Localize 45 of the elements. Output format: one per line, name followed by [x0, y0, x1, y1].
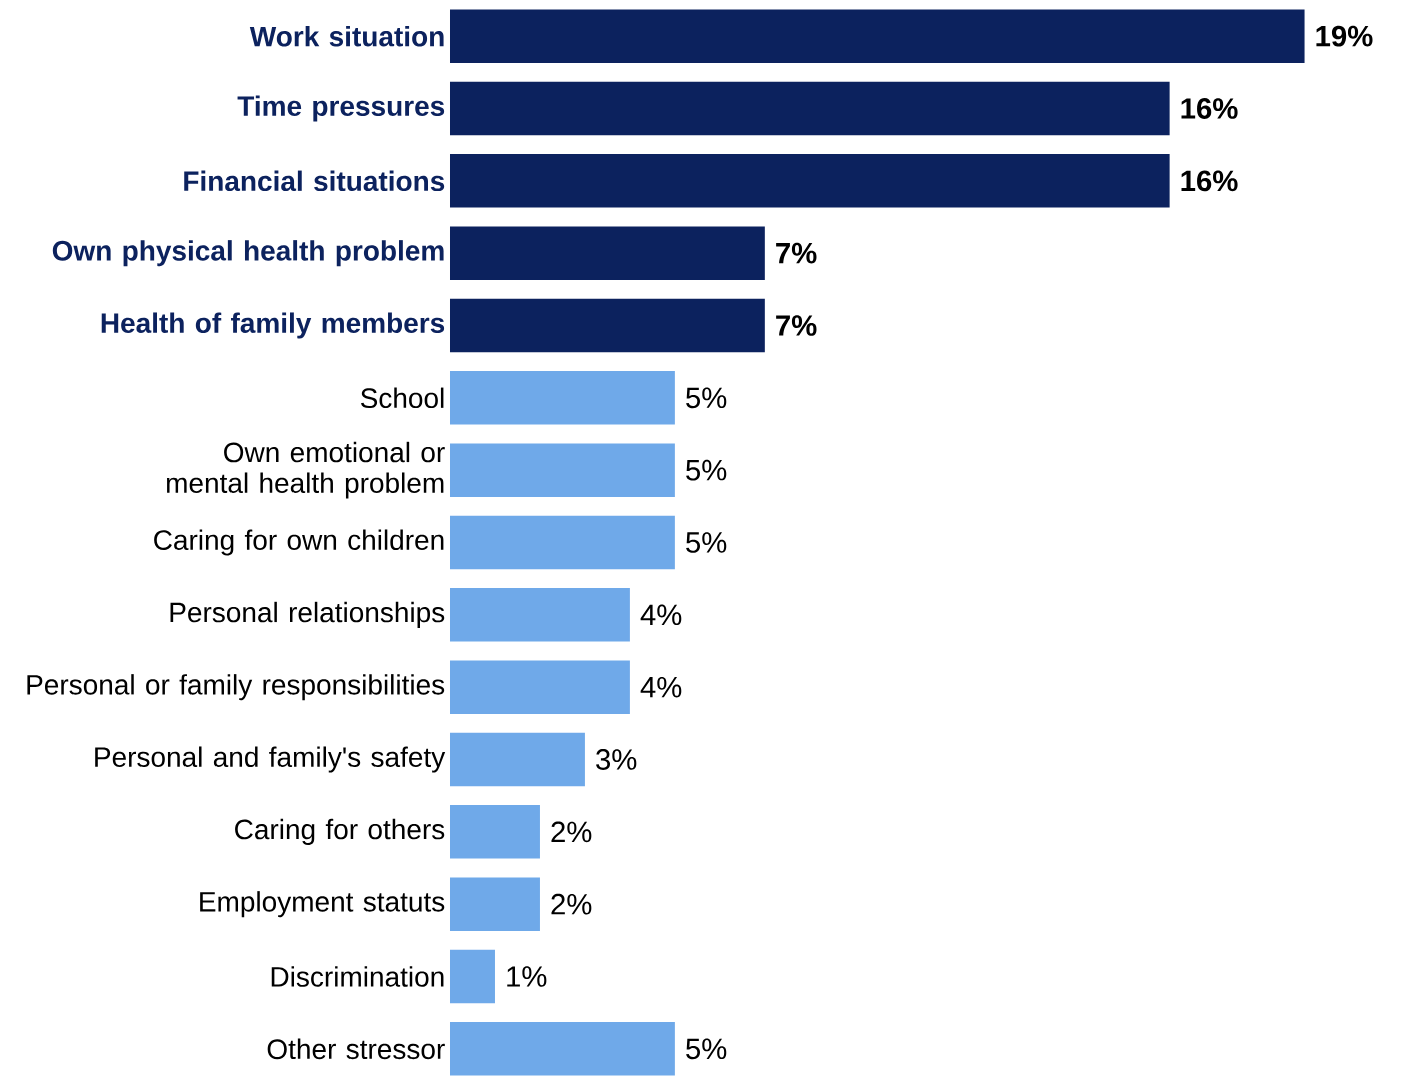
data-label: 5% [686, 532, 727, 553]
bar [450, 877, 540, 931]
data-label: 5% [686, 1038, 727, 1060]
y-tick-label: Caring for own children [154, 529, 444, 556]
bar [450, 443, 675, 497]
data-label: 16% [1181, 170, 1238, 192]
data-label: 2% [551, 893, 592, 915]
bar [450, 81, 1170, 136]
y-tick-label: Personal and family's safety [95, 746, 446, 773]
data-label: 5% [686, 387, 727, 409]
data-label: 4% [640, 604, 682, 626]
bar [450, 226, 765, 280]
data-label: 2% [551, 821, 592, 843]
data-label: 7% [776, 242, 817, 264]
y-tick-label: Work situation [249, 25, 444, 47]
y-tick-label: Other stressor [267, 1038, 445, 1060]
bar [450, 9, 1305, 63]
data-label: 19% [1316, 25, 1373, 47]
y-tick-label: Own physical health problem [52, 240, 444, 267]
y-tick-label: Financial situations [184, 170, 445, 192]
y-tick-label: Discrimination [271, 966, 444, 987]
bar [450, 154, 1170, 208]
data-label: 4% [640, 676, 682, 698]
y-tick-label: School [360, 387, 444, 409]
bar [450, 588, 630, 642]
bar [450, 805, 540, 859]
bar [450, 371, 675, 425]
bar [450, 660, 630, 714]
y-tick-label: Caring for others [235, 818, 445, 845]
data-label: 16% [1181, 98, 1238, 119]
data-label: 3% [596, 749, 637, 770]
data-label: 1% [507, 966, 547, 987]
data-label: 7% [776, 315, 817, 336]
bar [450, 1022, 675, 1076]
bar [450, 732, 585, 787]
y-tick-label: Health of family members [101, 312, 445, 339]
bar [450, 298, 765, 353]
y-tick-label: Personal relationships [170, 601, 445, 628]
y-tick-label: Own emotional or mental health problem [166, 441, 445, 499]
bar [450, 949, 495, 1004]
y-tick-label: Time pressures [237, 95, 445, 122]
y-tick-label: Employment statuts [200, 891, 445, 918]
y-tick-label: Personal or family responsibilities [27, 674, 445, 701]
bar [450, 515, 675, 570]
data-label: 5% [686, 459, 727, 481]
